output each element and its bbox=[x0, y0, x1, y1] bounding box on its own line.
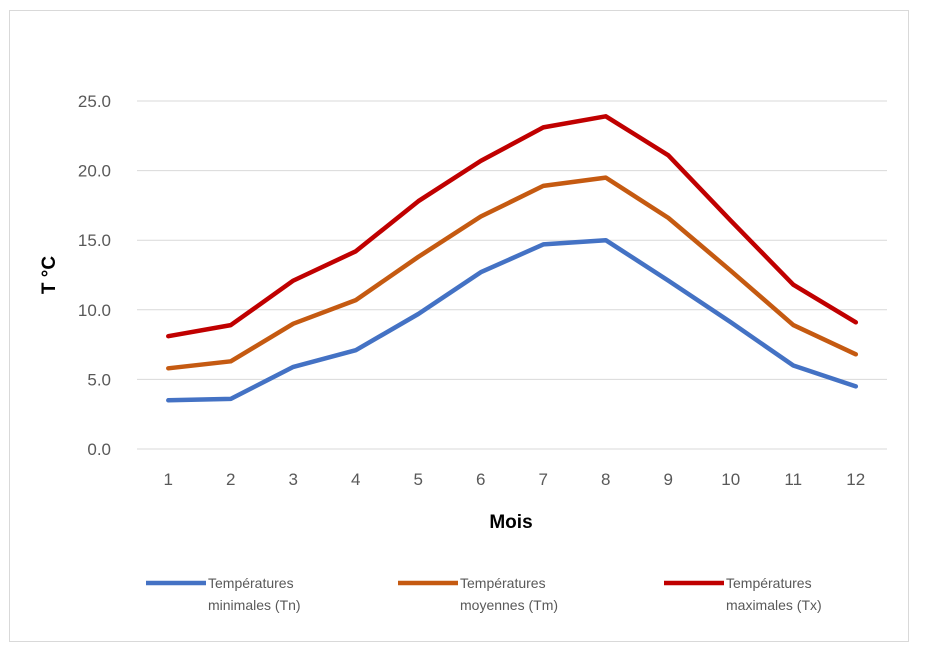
y-axis-title: T °C bbox=[39, 256, 60, 294]
y-tick-label: 10.0 bbox=[78, 301, 111, 320]
y-tick-label: 20.0 bbox=[78, 162, 111, 181]
x-tick-label: 5 bbox=[414, 470, 423, 489]
x-tick-label: 11 bbox=[784, 470, 802, 489]
x-tick-label: 4 bbox=[351, 470, 360, 489]
legend-label: Températures maximales (Tx) bbox=[726, 575, 822, 613]
y-tick-label: 25.0 bbox=[78, 92, 111, 111]
y-tick-label: 0.0 bbox=[87, 440, 111, 459]
x-tick-label: 7 bbox=[539, 470, 548, 489]
series-line-2 bbox=[166, 175, 859, 371]
x-tick-label: 2 bbox=[226, 470, 235, 489]
x-tick-label: 12 bbox=[846, 470, 865, 489]
y-tick-label: 5.0 bbox=[87, 370, 111, 389]
x-tick-label: 8 bbox=[601, 470, 610, 489]
legend-label: Températures minimales (Tn) bbox=[208, 575, 301, 613]
legend-label: Températures moyennes (Tm) bbox=[460, 575, 558, 613]
x-tick-label: 10 bbox=[721, 470, 740, 489]
series-line-1 bbox=[166, 237, 859, 403]
x-tick-label: 9 bbox=[664, 470, 673, 489]
x-tick-label: 3 bbox=[289, 470, 298, 489]
x-tick-label: 6 bbox=[476, 470, 485, 489]
y-tick-label: 15.0 bbox=[78, 231, 111, 250]
series-line-3 bbox=[166, 114, 859, 339]
chart-frame bbox=[9, 10, 909, 642]
x-axis-title: Mois bbox=[489, 512, 532, 533]
x-tick-label: 1 bbox=[164, 470, 173, 489]
